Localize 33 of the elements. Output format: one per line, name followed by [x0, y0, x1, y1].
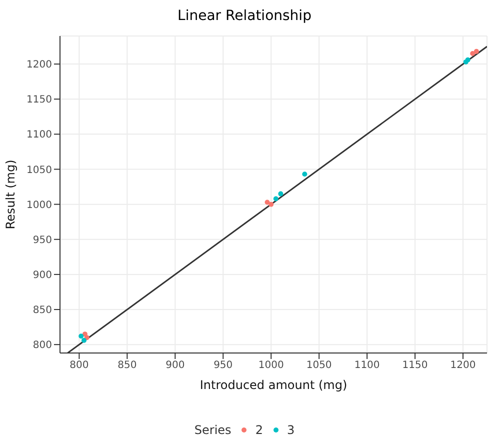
y-tick-label: 1000 [26, 200, 52, 211]
y-tick-label: 800 [32, 340, 52, 352]
y-tick-label: 950 [32, 234, 52, 246]
x-axis-title: Introduced amount (mg) [200, 378, 348, 392]
y-tick-label: 1100 [26, 130, 52, 141]
y-tick-label: 1200 [26, 60, 52, 71]
x-tick-label: 1150 [402, 360, 428, 372]
x-tick-label: 900 [166, 360, 185, 372]
x-tick-label: 1050 [306, 360, 332, 372]
y-tick-label: 1150 [26, 94, 52, 106]
point [78, 334, 84, 339]
legend-label: 3 [286, 423, 295, 437]
point [278, 191, 284, 196]
x-tick-label: 1000 [258, 360, 284, 372]
y-tick-label: 850 [32, 305, 52, 316]
point [470, 51, 476, 56]
point [474, 48, 479, 54]
point [268, 202, 274, 207]
x-tick-label: 950 [214, 360, 233, 372]
point [302, 172, 308, 177]
legend-label: 2 [255, 423, 263, 437]
x-tick-label: 1200 [450, 360, 476, 372]
x-tick-label: 850 [118, 360, 137, 372]
x-tick-label: 800 [70, 360, 89, 372]
point [81, 338, 86, 343]
x-tick-label: 1100 [354, 360, 380, 372]
point [273, 196, 278, 202]
y-tick-label: 900 [32, 270, 52, 281]
point [84, 335, 90, 340]
y-axis-title: Result (mg) [3, 160, 18, 230]
y-tick-label: 1050 [26, 164, 52, 176]
legend-title: Series [194, 423, 232, 437]
chart-title: Linear Relationship [176, 7, 312, 26]
